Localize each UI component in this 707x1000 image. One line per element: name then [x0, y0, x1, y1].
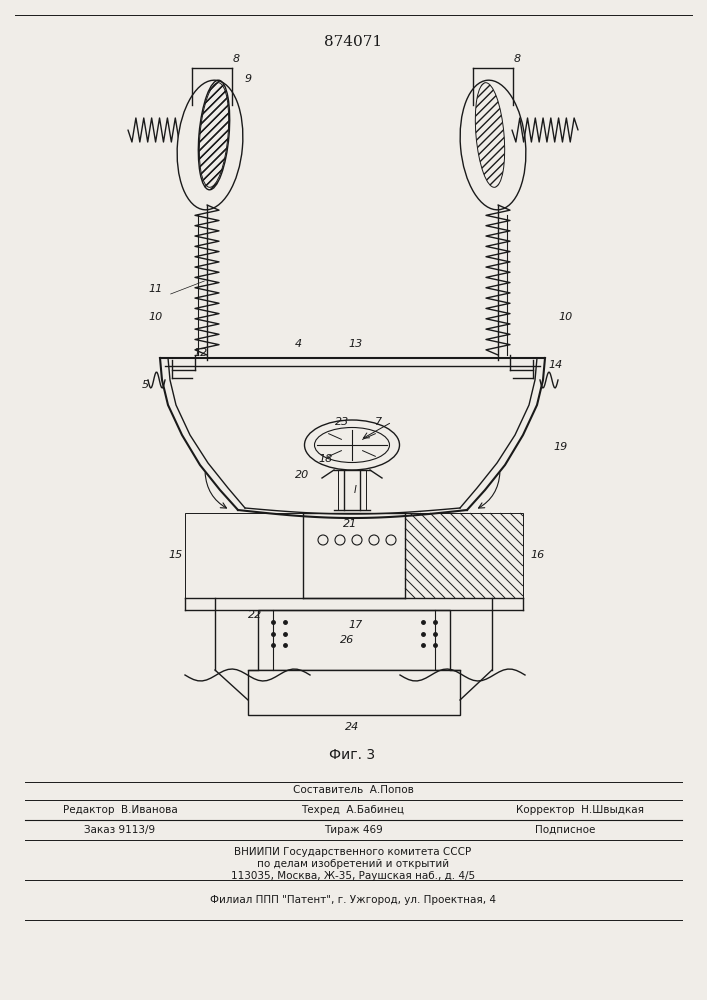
- Text: 874071: 874071: [324, 35, 382, 49]
- Text: Редактор  В.Иванова: Редактор В.Иванова: [63, 805, 177, 815]
- Bar: [185, 513, 303, 598]
- Text: 12: 12: [193, 348, 207, 358]
- Text: 19: 19: [553, 442, 567, 452]
- Text: 7: 7: [375, 417, 382, 427]
- Text: 10: 10: [558, 312, 572, 322]
- Text: 20: 20: [295, 470, 309, 480]
- Ellipse shape: [305, 420, 399, 470]
- Ellipse shape: [460, 80, 526, 210]
- Text: 9: 9: [245, 74, 252, 84]
- Ellipse shape: [315, 428, 390, 462]
- Text: Фиг. 3: Фиг. 3: [329, 748, 375, 762]
- Text: 26: 26: [340, 635, 354, 645]
- Text: 22: 22: [248, 610, 262, 620]
- Text: 8: 8: [514, 54, 521, 64]
- Text: Заказ 9113/9: Заказ 9113/9: [84, 825, 156, 835]
- Text: 8: 8: [233, 54, 240, 64]
- Text: 14: 14: [548, 360, 562, 370]
- Text: 23: 23: [335, 417, 349, 427]
- Text: ВНИИПИ Государственного комитета СССР: ВНИИПИ Государственного комитета СССР: [235, 847, 472, 857]
- Ellipse shape: [177, 80, 243, 210]
- Text: 113035, Москва, Ж-35, Раушская наб., д. 4/5: 113035, Москва, Ж-35, Раушская наб., д. …: [231, 871, 475, 881]
- Text: I: I: [354, 485, 357, 495]
- Bar: [258, 610, 450, 670]
- Text: 5: 5: [142, 380, 149, 390]
- Bar: [248, 670, 460, 715]
- Text: 13: 13: [348, 339, 362, 349]
- Text: Филиал ППП "Патент", г. Ужгород, ул. Проектная, 4: Филиал ППП "Патент", г. Ужгород, ул. Про…: [210, 895, 496, 905]
- Text: 18: 18: [318, 454, 332, 464]
- Text: 16: 16: [530, 550, 544, 560]
- Text: Составитель  А.Попов: Составитель А.Попов: [293, 785, 414, 795]
- Text: 15: 15: [168, 550, 182, 560]
- Text: Техред  А.Бабинец: Техред А.Бабинец: [301, 805, 404, 815]
- Bar: [405, 513, 523, 598]
- Text: 11: 11: [148, 284, 162, 294]
- Text: Подписное: Подписное: [534, 825, 595, 835]
- Text: Тираж 469: Тираж 469: [324, 825, 382, 835]
- Text: 17: 17: [348, 620, 362, 630]
- Text: по делам изобретений и открытий: по делам изобретений и открытий: [257, 859, 449, 869]
- Text: 24: 24: [345, 722, 359, 732]
- Text: 4: 4: [295, 339, 302, 349]
- Text: Корректор  Н.Швыдкая: Корректор Н.Швыдкая: [516, 805, 644, 815]
- Text: 21: 21: [343, 519, 357, 529]
- Text: 10: 10: [148, 312, 162, 322]
